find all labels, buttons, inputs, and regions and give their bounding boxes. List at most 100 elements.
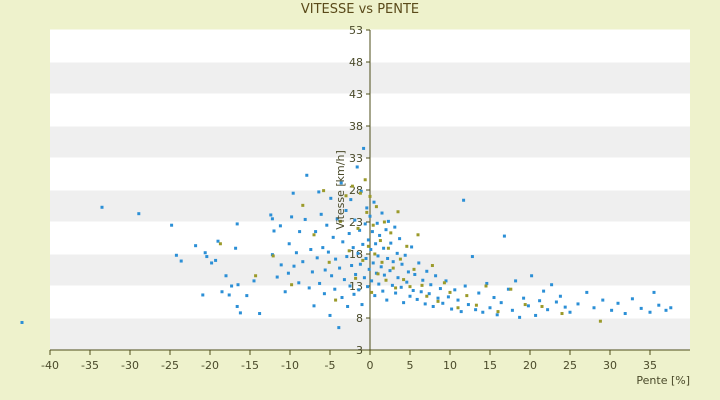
y-tick-label: 48 xyxy=(349,56,363,69)
data-point-blue xyxy=(568,310,572,314)
data-point-blue xyxy=(610,308,614,312)
data-point-blue xyxy=(340,296,344,300)
data-point-blue xyxy=(421,278,425,282)
data-point-olive xyxy=(474,303,478,307)
y-tick-label: 53 xyxy=(349,24,363,37)
data-point-olive xyxy=(344,194,348,198)
data-point-blue xyxy=(330,274,334,278)
data-point-blue xyxy=(492,296,496,300)
data-point-olive xyxy=(465,294,469,298)
data-point-blue xyxy=(290,215,294,219)
data-point-blue xyxy=(298,230,302,234)
data-point-blue xyxy=(360,303,364,307)
data-point-blue xyxy=(384,228,388,232)
data-point-olive xyxy=(356,226,360,230)
data-point-blue xyxy=(252,279,256,283)
x-tick-label: 5 xyxy=(407,359,414,372)
data-point-blue xyxy=(270,217,274,221)
data-point-blue xyxy=(423,302,427,306)
data-point-blue xyxy=(400,262,404,266)
data-point-blue xyxy=(502,234,506,238)
data-point-blue xyxy=(354,272,358,276)
data-point-blue xyxy=(456,298,460,302)
data-point-blue xyxy=(466,303,470,307)
data-point-blue xyxy=(393,225,397,229)
data-point-olive xyxy=(405,244,409,248)
data-point-blue xyxy=(358,262,362,266)
data-point-blue xyxy=(364,256,368,260)
data-point-blue xyxy=(366,285,370,289)
data-point-blue xyxy=(342,278,346,282)
y-tick-label: 23 xyxy=(349,216,363,229)
data-point-blue xyxy=(317,190,321,194)
x-tick-label: -40 xyxy=(41,359,59,372)
data-point-olive xyxy=(301,203,305,207)
data-point-blue xyxy=(488,306,492,310)
data-point-blue xyxy=(334,257,338,261)
data-point-blue xyxy=(210,261,214,265)
x-tick-label: 20 xyxy=(523,359,537,372)
data-point-blue xyxy=(323,268,327,272)
data-point-olive xyxy=(368,194,372,198)
data-point-olive xyxy=(598,319,602,323)
data-point-blue xyxy=(351,246,355,250)
data-point-olive xyxy=(358,191,362,195)
data-point-blue xyxy=(291,191,295,195)
data-point-blue xyxy=(616,301,620,305)
data-point-blue xyxy=(214,258,218,262)
data-point-blue xyxy=(375,221,379,225)
data-point-blue xyxy=(408,294,412,298)
data-point-blue xyxy=(526,304,530,308)
data-point-olive xyxy=(523,303,527,307)
data-point-olive xyxy=(380,260,384,264)
chart-title: VITESSE vs PENTE xyxy=(300,2,420,17)
data-point-blue xyxy=(362,276,366,280)
data-point-blue xyxy=(405,280,409,284)
data-point-blue xyxy=(205,255,209,259)
data-point-blue xyxy=(368,214,372,218)
data-point-blue xyxy=(396,276,400,280)
data-point-blue xyxy=(312,304,316,308)
data-point-olive xyxy=(430,264,434,268)
data-point-blue xyxy=(310,270,314,274)
data-point-blue xyxy=(318,281,322,285)
data-point-blue xyxy=(372,200,376,204)
data-point-blue xyxy=(394,291,398,295)
data-point-blue xyxy=(326,250,330,254)
data-point-blue xyxy=(481,310,485,314)
data-point-olive xyxy=(412,267,416,271)
data-point-blue xyxy=(203,251,207,255)
data-point-blue xyxy=(373,294,377,298)
x-tick-label: 10 xyxy=(443,359,457,372)
data-point-olive xyxy=(347,249,351,253)
data-point-olive xyxy=(394,286,398,290)
data-point-blue xyxy=(238,311,242,315)
data-point-blue xyxy=(381,289,385,293)
data-point-olive xyxy=(560,312,564,316)
data-point-blue xyxy=(297,281,301,285)
data-point-blue xyxy=(399,285,403,289)
axis-labels: Pente [%] Vitesse [km/h] xyxy=(334,150,690,387)
data-point-blue xyxy=(403,253,407,257)
data-point-blue xyxy=(652,290,656,294)
data-point-blue xyxy=(331,235,335,239)
data-point-blue xyxy=(100,205,104,209)
data-point-blue xyxy=(349,198,353,202)
data-point-blue xyxy=(413,272,417,276)
data-point-blue xyxy=(220,290,224,294)
y-tick-label: 43 xyxy=(349,88,363,101)
data-point-blue xyxy=(235,222,239,226)
data-point-blue xyxy=(235,304,239,308)
data-point-olive xyxy=(322,189,326,193)
data-point-blue xyxy=(415,297,419,301)
data-point-blue xyxy=(389,241,393,245)
data-point-blue xyxy=(462,198,466,202)
y-axis-title: Vitesse [km/h] xyxy=(334,150,347,230)
data-point-blue xyxy=(350,264,354,268)
data-point-blue xyxy=(514,279,518,283)
data-point-olive xyxy=(540,304,544,308)
data-point-blue xyxy=(272,229,276,233)
data-point-blue xyxy=(427,292,431,296)
data-point-blue xyxy=(410,245,414,249)
data-point-blue xyxy=(386,219,390,223)
